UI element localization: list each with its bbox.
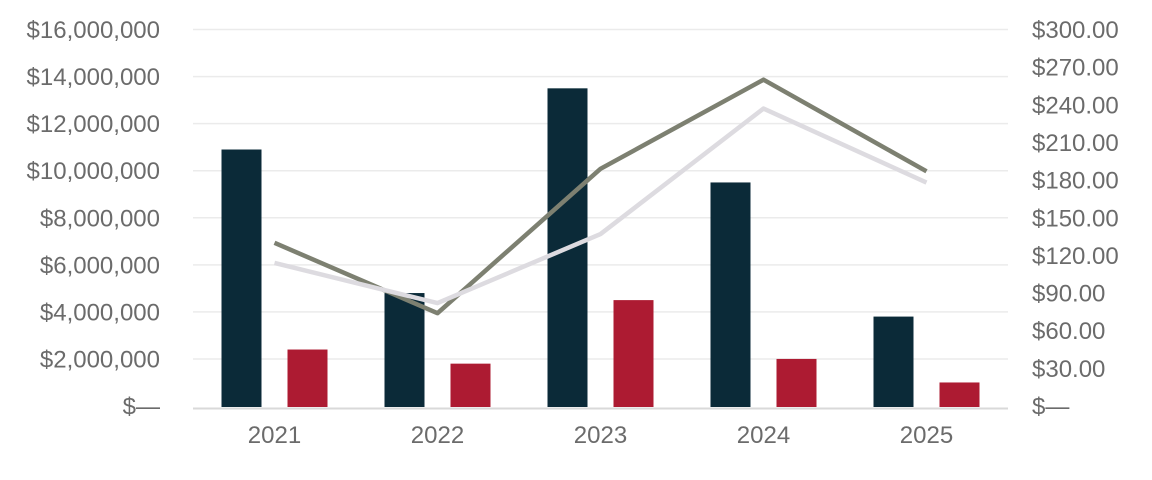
right-axis-tick-label: $150.00 [1032,205,1119,232]
x-axis-labels: 2021 2022 2023 2024 2025 [248,422,953,449]
right-axis-tick-label: $— [1032,394,1069,421]
right-axis-tick-label: $180.00 [1032,168,1119,195]
bar-series-crimson-bars [287,300,980,407]
bar-dark-navy-bars [384,293,425,407]
bar-crimson-bars [776,358,817,407]
bar-dark-navy-bars [221,149,262,407]
right-axis-tick-label: $90.00 [1032,281,1105,308]
bar-crimson-bars [939,382,980,407]
x-axis-category-label: 2023 [574,422,627,449]
right-axis-tick-label: $240.00 [1032,92,1119,119]
right-axis-tick-label: $60.00 [1032,318,1105,345]
right-axis-tick-label: $210.00 [1032,130,1119,157]
x-axis-category-label: 2022 [411,422,464,449]
bar-crimson-bars [450,363,491,407]
x-axis-category-label: 2025 [900,422,953,449]
right-axis-tick-label: $300.00 [1032,17,1119,44]
left-axis-labels: $16,000,000 $14,000,000 $12,000,000 $10,000… [27,17,160,421]
left-axis-tick-label: $12,000,000 [27,111,160,138]
left-axis-tick-label: $4,000,000 [40,299,160,326]
left-axis-tick-label: $14,000,000 [27,64,160,91]
left-axis-tick-label: $— [123,394,160,421]
right-axis-tick-label: $270.00 [1032,55,1119,82]
left-axis-tick-label: $6,000,000 [40,252,160,279]
bar-crimson-bars [287,349,328,407]
line-light-gray-line [273,106,928,306]
x-axis-category-label: 2024 [737,422,790,449]
right-axis-tick-label: $120.00 [1032,243,1119,270]
left-axis-tick-label: $16,000,000 [27,17,160,44]
right-axis-labels: $300.00 $270.00 $240.00 $210.00 $180.00 $150.… [1032,17,1119,421]
right-axis-tick-label: $30.00 [1032,356,1105,383]
line-dark-gray-line [273,77,928,316]
left-axis-tick-label: $10,000,000 [27,158,160,185]
bar-dark-navy-bars [710,182,751,407]
x-axis-category-label: 2021 [248,422,301,449]
left-axis-tick-label: $8,000,000 [40,205,160,232]
left-axis-tick-label: $2,000,000 [40,346,160,373]
bar-crimson-bars [613,300,654,407]
bar-dark-navy-bars [873,316,914,407]
